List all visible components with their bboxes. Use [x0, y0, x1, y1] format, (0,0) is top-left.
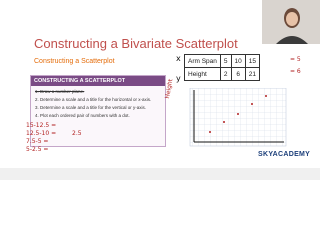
dot	[251, 103, 253, 105]
cell: 10	[230, 54, 246, 68]
cell: 2	[219, 67, 232, 81]
step: 2. Determine a scale and a title for the…	[35, 97, 152, 102]
table-row: Arm Span 5 10 15	[184, 54, 261, 68]
graph	[189, 88, 287, 147]
cell: 15	[244, 54, 261, 68]
presenter	[276, 8, 308, 44]
cell: Arm Span	[184, 54, 221, 68]
dot	[209, 131, 211, 133]
cell: 6	[230, 67, 246, 81]
dot	[223, 121, 225, 123]
calc: 7.5-5 =	[26, 138, 49, 145]
calc: 12.5-10 =	[26, 130, 57, 137]
steps-box: CONSTRUCTING A SCATTERPLOT 1. Draw a num…	[30, 75, 166, 147]
step: 1. Draw a number plane.	[35, 89, 85, 94]
calc: 5-2.5 =	[26, 146, 49, 153]
step: 3. Determine a scale and a title for the…	[35, 105, 147, 110]
cell: Height	[184, 67, 221, 81]
cell: 5	[219, 54, 232, 68]
data-table: Arm Span 5 10 15 Height 2 6 21	[184, 54, 261, 81]
logo: SKYACADEMY	[258, 151, 311, 158]
footer-bar	[0, 168, 320, 180]
step: 4. Plot each ordered pair of numbers wit…	[35, 113, 130, 118]
webcam	[262, 0, 320, 44]
x-mark: x	[176, 54, 181, 63]
dot	[265, 95, 267, 97]
box-header: CONSTRUCTING A SCATTERPLOT	[31, 76, 165, 86]
result: 2.5	[72, 130, 82, 137]
result: = 5	[290, 56, 301, 63]
cell: 21	[244, 67, 261, 81]
slide-title: Constructing a Bivariate Scatterplot	[34, 36, 238, 51]
table-row: Height 2 6 21	[184, 67, 261, 81]
result: = 6	[290, 68, 301, 75]
slide: {"slide": { "title": "Constructing a Biv…	[0, 0, 320, 180]
y-mark: y	[176, 74, 181, 83]
dot	[237, 113, 239, 115]
subtitle: Constructing a Scatterplot	[34, 58, 115, 65]
calc: 15-12.5 =	[26, 122, 57, 129]
grid	[189, 88, 287, 147]
